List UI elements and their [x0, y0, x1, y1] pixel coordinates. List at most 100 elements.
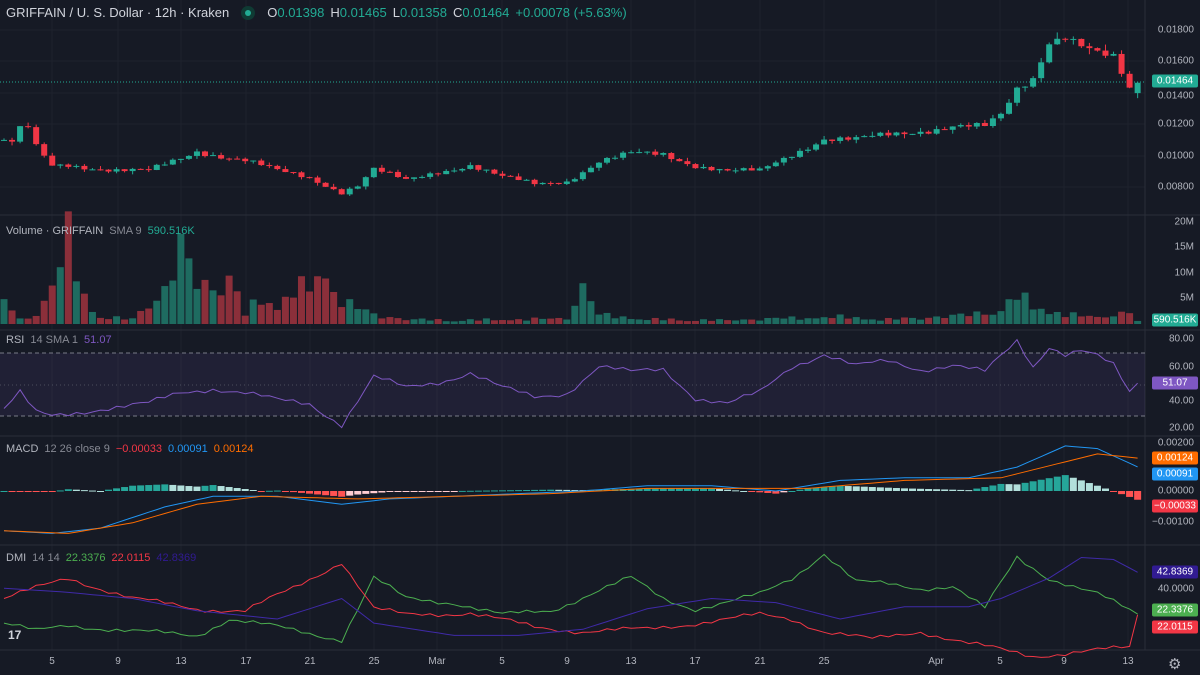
candle-body — [788, 156, 795, 158]
candle-body — [716, 169, 723, 171]
volume-bar — [402, 320, 410, 324]
volume-bar — [1013, 299, 1021, 324]
candle-body — [949, 126, 956, 130]
volume-bar — [241, 315, 249, 324]
volume-bar — [281, 296, 289, 324]
macd-histogram-bar — [1118, 491, 1126, 495]
candle-body — [1, 139, 7, 141]
volume-tick: 15M — [1174, 241, 1194, 253]
macd-hist-badge: −0.00033 — [1152, 499, 1198, 513]
candle-body — [604, 157, 610, 163]
volume-bar — [289, 297, 297, 324]
volume-bar — [354, 309, 362, 324]
macd-histogram-bar — [1021, 482, 1029, 491]
candle-body — [129, 168, 136, 172]
volume-bar — [153, 300, 161, 324]
candle-body — [210, 155, 217, 157]
macd-histogram-bar — [72, 489, 80, 491]
settings-gear-icon[interactable]: ⚙ — [1168, 656, 1182, 673]
macd-histogram-bar — [627, 488, 635, 491]
macd-histogram-bar — [80, 490, 88, 492]
macd-histogram-bar — [482, 490, 490, 492]
macd-histogram-bar — [370, 491, 378, 494]
macd-histogram-bar — [1061, 475, 1069, 491]
macd-histogram-bar — [458, 490, 466, 492]
volume-bar — [185, 258, 193, 324]
volume-bar — [1045, 314, 1053, 324]
volume-bar — [80, 293, 88, 324]
macd-histogram-bar — [169, 484, 177, 491]
volume-bar — [394, 318, 402, 324]
time-axis-label: 5 — [49, 656, 55, 667]
candle-body — [169, 159, 176, 165]
volume-bar — [764, 317, 772, 324]
macd-tick: −0.00100 — [1152, 516, 1194, 528]
macd-histogram-bar — [812, 487, 820, 491]
candle-body — [49, 155, 56, 166]
macd-histogram-bar — [571, 490, 579, 492]
candle-body — [105, 169, 112, 172]
volume-bar — [699, 319, 707, 324]
candle-body — [290, 172, 297, 174]
macd-histogram-bar — [844, 486, 852, 491]
macd-histogram-bar — [0, 491, 8, 492]
candle-body — [451, 170, 458, 172]
time-axis-label: 5 — [499, 656, 505, 667]
tradingview-logo[interactable]: 17 — [8, 628, 22, 642]
time-axis-label: Apr — [928, 656, 944, 667]
macd-histogram-bar — [273, 490, 281, 492]
macd-histogram-bar — [860, 486, 868, 491]
volume-bar — [322, 278, 330, 324]
volume-bar — [201, 279, 209, 324]
candle-body — [893, 132, 900, 136]
volume-bar — [981, 314, 989, 324]
volume-legend[interactable]: Volume · GRIFFAIN SMA 9 590.516K — [6, 225, 195, 237]
macd-histogram-bar — [740, 491, 748, 492]
dmi-legend[interactable]: DMI 14 14 22.3376 22.0115 42.8369 — [6, 552, 197, 564]
high-value: 0.01465 — [339, 5, 387, 20]
candle-body — [901, 132, 908, 135]
candle-body — [161, 164, 168, 166]
candle-body — [419, 176, 426, 178]
macd-histogram-bar — [177, 485, 185, 491]
volume-bar — [756, 320, 764, 324]
candle-body — [772, 162, 779, 167]
candle-body — [981, 122, 988, 126]
candle-body — [1070, 38, 1077, 40]
macd-histogram-bar — [748, 491, 756, 492]
macd-histogram-bar — [507, 490, 515, 492]
volume-bar — [458, 320, 466, 324]
volume-bar — [523, 320, 531, 324]
macd-histogram-bar — [780, 491, 788, 493]
time-axis-label: 5 — [997, 656, 1003, 667]
candle-body — [202, 151, 208, 157]
volume-bar — [1126, 313, 1134, 324]
volume-bar — [1029, 309, 1037, 324]
plus-di-line — [3, 553, 1138, 644]
candle-body — [845, 137, 852, 140]
price-tick: 0.01000 — [1157, 150, 1194, 162]
macd-histogram-bar — [466, 490, 474, 492]
candle-body — [322, 182, 329, 187]
symbol-title[interactable]: GRIFFAIN / U. S. Dollar · 12h · Kraken — [6, 5, 230, 20]
macd-legend[interactable]: MACD 12 26 close 9 −0.00033 0.00091 0.00124 — [6, 443, 254, 455]
open-value: 0.01398 — [277, 5, 325, 20]
macd-histogram-bar — [257, 491, 265, 492]
macd-histogram-bar — [1045, 478, 1053, 491]
candle-body — [354, 186, 361, 189]
macd-histogram-bar — [876, 487, 884, 491]
volume-bar — [667, 318, 675, 324]
volume-bar — [804, 318, 812, 324]
rsi-legend[interactable]: RSI 14 SMA 1 51.07 — [6, 334, 112, 346]
macd-line — [3, 445, 1138, 534]
candle-body — [933, 129, 940, 134]
volume-bar — [145, 308, 153, 324]
volume-bar — [249, 299, 257, 324]
macd-signal-badge: 0.00124 — [1152, 451, 1198, 465]
candle-body — [1126, 73, 1133, 88]
macd-histogram-bar — [1077, 480, 1085, 491]
volume-bar — [1118, 311, 1126, 324]
volume-bar — [860, 319, 868, 324]
volume-bar — [24, 318, 32, 324]
